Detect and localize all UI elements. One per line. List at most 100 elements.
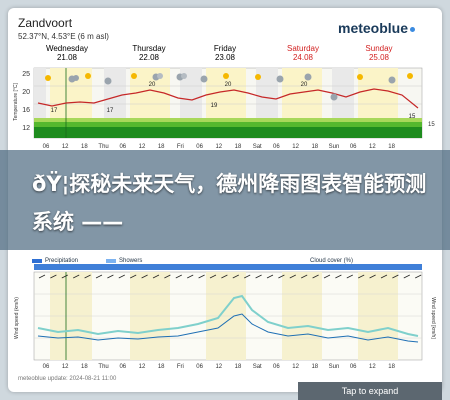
temperature-value: 19: [211, 103, 218, 109]
day-date: 21.08: [56, 53, 78, 62]
cloud-icon: [388, 76, 396, 84]
x-tick-labels: 06 12 18 Thu 06 12 18 Fri 06 12 18 Sat 06 12 18 Sun 06 12…: [43, 364, 396, 370]
x-tick-label: 06: [273, 364, 280, 370]
wind-arrow-icon: [50, 274, 57, 279]
legend-label: Showers: [119, 258, 143, 264]
legend-swatch: [106, 259, 116, 263]
green-band: [34, 118, 422, 122]
wind-chart: Wind speed (km/h) Wind speed [km/h] 06 12…: [14, 264, 436, 370]
wind-arrow-icon: [84, 274, 91, 279]
day-name: Saturday: [286, 44, 320, 53]
sun-icon: [255, 74, 261, 80]
wind-arrow-icon: [175, 274, 182, 279]
wind-arrow-icon: [358, 274, 365, 279]
headline-text[interactable]: ðŸ¦探秘未来天气，德州降雨图表智能预测系统 ——: [32, 172, 427, 234]
cloud-icon: [200, 75, 208, 83]
wind-arrow-icon: [403, 274, 410, 279]
x-tick-label: 06: [43, 364, 50, 370]
sun-icon: [407, 73, 413, 79]
brand-logo[interactable]: meteoblue: [338, 20, 416, 36]
cloud-icon: [330, 93, 338, 101]
x-tick-label: 18: [235, 364, 242, 370]
wind-arrow-icon: [95, 274, 103, 279]
temperature-value: 20: [225, 82, 232, 88]
day-date: 25.08: [368, 53, 390, 62]
cloud-icon: [104, 77, 112, 85]
x-tick-label: 18: [158, 364, 165, 370]
temperature-curve: [37, 88, 419, 109]
x-tick-label: Sun: [329, 364, 340, 370]
x-tick-label: 18: [388, 144, 395, 150]
wind-arrow-icon: [415, 274, 422, 279]
right-axis-label: Wind speed [km/h]: [430, 297, 436, 339]
wind-arrow-icon: [38, 274, 46, 279]
x-tick-label: 06: [196, 364, 203, 370]
wind-speed-curve: [37, 313, 419, 343]
wind-direction-arrows: [38, 274, 422, 279]
wind-arrow-icon: [164, 274, 171, 279]
legend-precipitation: Precipitation: [32, 258, 78, 264]
x-tick-label: 06: [119, 364, 126, 370]
wind-arrow-icon: [152, 274, 160, 279]
day-header: Saturday 24.08: [268, 44, 338, 62]
x-tick-label: 18: [311, 144, 318, 150]
legend-swatch: [32, 259, 42, 263]
cloud-icon: [276, 75, 284, 83]
cloud-icon: [68, 75, 79, 83]
x-tick-label: Sat: [253, 144, 262, 150]
day-header: Thursday 22.08: [114, 44, 184, 62]
wind-arrow-icon: [346, 274, 353, 279]
x-tick-label: Sun: [329, 144, 340, 150]
wind-arrow-icon: [130, 274, 137, 279]
x-tick-label: Sat: [253, 364, 262, 370]
brand-dot-icon: [410, 26, 416, 32]
sun-icon: [223, 73, 229, 79]
y-tick-label: 16: [22, 107, 30, 114]
wind-arrow-icon: [301, 274, 308, 279]
x-tick-label: 12: [292, 144, 299, 150]
temperature-value: 20: [149, 82, 156, 88]
x-tick-label: 18: [311, 364, 318, 370]
x-tick-label: Thu: [98, 144, 108, 150]
x-tick-labels: 06 12 18 Thu 06 12 18 Fri 06 12 18 Sat 06 12 18 Sun 06 12…: [43, 144, 396, 150]
x-tick-label: 12: [62, 364, 69, 370]
wind-arrow-icon: [187, 274, 194, 279]
legend-cloud-cover: Cloud cover (%): [310, 258, 353, 264]
legend-label: Precipitation: [45, 258, 79, 264]
expand-button[interactable]: Tap to expand: [298, 382, 442, 400]
footer-credit: meteoblue update: 2024-08-21 11:00: [18, 376, 117, 382]
temperature-value: 17: [107, 108, 114, 114]
legend-label: Cloud cover (%): [310, 258, 354, 264]
x-tick-label: 06: [350, 364, 357, 370]
day-band: [282, 68, 322, 118]
y-tick-label: 20: [22, 89, 30, 96]
wind-arrow-icon: [323, 274, 331, 279]
wind-arrow-icon: [107, 274, 114, 279]
temperature-chart: Temperature [°C] 25 20 16 12 17 17 20 19…: [13, 67, 435, 150]
wind-arrow-icon: [244, 274, 251, 279]
sun-icon: [85, 73, 91, 79]
wind-arrow-icon: [278, 274, 285, 279]
day-name: Friday: [213, 44, 237, 53]
x-tick-label: 12: [369, 364, 376, 370]
brand-text: meteoblue: [338, 20, 409, 36]
x-tick-label: 06: [273, 144, 280, 150]
x-tick-label: 06: [43, 144, 50, 150]
right-axis-value: 15: [428, 122, 435, 128]
y-tick-label: 12: [22, 125, 30, 132]
day-date: 23.08: [214, 53, 236, 62]
x-tick-label: Thu: [98, 364, 108, 370]
location-name: Zandvoort: [18, 16, 73, 30]
wind-arrow-icon: [141, 274, 148, 279]
day-name: Wednesday: [45, 44, 89, 53]
wind-arrow-icon: [73, 274, 80, 279]
x-tick-label: 12: [369, 144, 376, 150]
wind-arrow-icon: [369, 274, 376, 279]
wind-arrow-icon: [289, 274, 296, 279]
wind-arrow-icon: [221, 274, 228, 279]
wind-gust-curve: [37, 294, 419, 337]
temperature-value: 20: [301, 82, 308, 88]
wind-arrow-icon: [392, 274, 399, 279]
day-band: [358, 68, 398, 118]
x-tick-label: 12: [215, 144, 222, 150]
